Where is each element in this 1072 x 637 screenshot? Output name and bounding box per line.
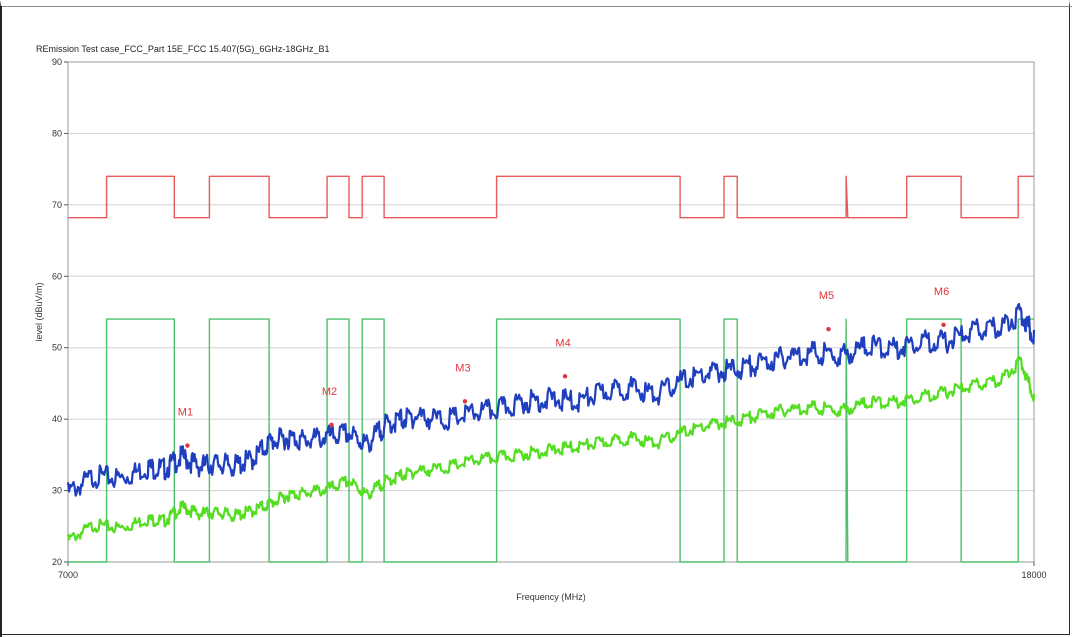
y-axis-label: level (dBuV/m) bbox=[34, 282, 44, 341]
y-tick-label: 30 bbox=[52, 486, 62, 496]
marker-point bbox=[329, 422, 334, 428]
marker-label: M1 bbox=[178, 407, 193, 419]
markers: M1 M2 M3 M4 M5 M6 bbox=[178, 286, 949, 448]
series-line-average bbox=[66, 355, 1036, 542]
marker-point bbox=[826, 326, 831, 332]
marker-label: M5 bbox=[819, 290, 834, 302]
plot-area bbox=[67, 61, 1035, 563]
y-tick-label: 80 bbox=[52, 128, 62, 138]
series-line-limit-peak bbox=[68, 175, 1034, 219]
y-axis-ticks: 20 30 40 50 60 70 80 90 bbox=[52, 57, 68, 567]
y-tick-label: 20 bbox=[52, 557, 62, 567]
marker-point bbox=[562, 374, 568, 379]
y-tick-label: 40 bbox=[52, 414, 62, 424]
left-border bbox=[0, 6, 2, 637]
x-tick-label: 18000 bbox=[1021, 570, 1046, 580]
marker-label: M6 bbox=[934, 286, 949, 298]
series bbox=[66, 175, 1036, 563]
x-axis-label: Frequency (MHz) bbox=[516, 592, 586, 602]
x-tick-label: 7000 bbox=[58, 570, 78, 580]
x-axis-ticks: 7000 18000 bbox=[58, 562, 1047, 580]
top-border bbox=[0, 6, 1072, 7]
chart-title: REmission Test case_FCC_Part 15E_FCC 15.… bbox=[36, 44, 329, 54]
marker-label: M2 bbox=[322, 386, 337, 398]
grid bbox=[68, 61, 1034, 563]
series-line-limit-avg bbox=[68, 318, 1034, 563]
y-tick-label: 90 bbox=[52, 57, 62, 67]
marker-point bbox=[462, 399, 468, 404]
y-tick-label: 60 bbox=[52, 271, 62, 281]
marker-label: M4 bbox=[555, 337, 570, 349]
y-tick-label: 50 bbox=[52, 343, 62, 353]
series-line-peak bbox=[66, 302, 1036, 497]
marker-label: M3 bbox=[455, 362, 470, 374]
marker-point bbox=[185, 443, 190, 448]
y-tick-label: 70 bbox=[52, 200, 62, 210]
marker-point bbox=[941, 322, 946, 328]
